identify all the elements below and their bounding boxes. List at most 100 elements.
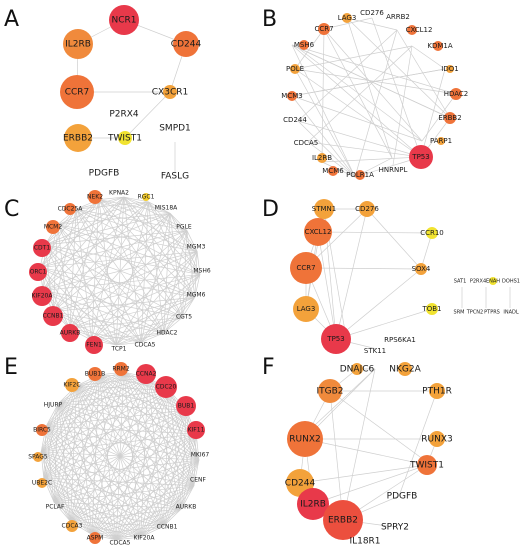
network-edge (53, 296, 195, 312)
svg-text:SRM: SRM (454, 310, 465, 316)
network-edge (163, 230, 188, 333)
network-edge (40, 230, 188, 268)
network-edge (116, 332, 164, 346)
network-edge (39, 267, 71, 329)
network-edge (40, 451, 117, 541)
network-edge (44, 208, 77, 245)
node-cdca3-e: CDCA3 (62, 520, 83, 532)
network-edge (52, 224, 58, 312)
node-p2rx4-d: P2RX4 (470, 279, 486, 285)
node-aurkb-e: AURKB (176, 504, 197, 511)
network-edge (91, 390, 170, 535)
network-edge (43, 477, 164, 527)
node-rgc1-c: RGC1 (138, 193, 155, 201)
network-edge (116, 317, 183, 346)
network-edge (69, 328, 142, 343)
network-edge (53, 501, 141, 538)
node-mcm6-b: MCM6 (322, 166, 344, 176)
network-edge (182, 297, 196, 318)
node-erbb2: ERBB2 (63, 124, 93, 152)
svg-text:MIS18A: MIS18A (155, 205, 178, 212)
svg-text:NKG2A: NKG2A (389, 365, 421, 375)
network-edge (52, 209, 77, 312)
svg-text:PCLAF: PCLAF (46, 504, 65, 511)
svg-text:UBE2C: UBE2C (32, 480, 52, 487)
network-edge (52, 201, 149, 312)
svg-text:INADL: INADL (503, 310, 518, 316)
node-pth1r-f: PTH1R (422, 383, 452, 399)
svg-text:STMN1: STMN1 (312, 205, 336, 213)
network-edge (57, 196, 124, 225)
svg-text:HNRNPL: HNRNPL (379, 166, 408, 174)
svg-text:STK11: STK11 (364, 347, 386, 355)
svg-text:CD244: CD244 (283, 116, 307, 124)
network-edge (42, 290, 183, 318)
network-edge (162, 409, 187, 527)
panel-label-b: B (262, 7, 277, 32)
network-edge (91, 485, 195, 535)
network-edge (169, 390, 182, 509)
network-edge (162, 433, 197, 527)
network-edge (44, 244, 92, 341)
node-aurkb-c: AURKB (60, 324, 81, 342)
node-cgt5-c: CGT5 (176, 314, 192, 321)
node-mgm3-c: MGM3 (187, 244, 206, 251)
network-edge (53, 390, 170, 503)
network-edge (42, 224, 58, 291)
network-edge (116, 342, 142, 346)
network-edge (43, 385, 78, 479)
svg-text:KIF20A: KIF20A (134, 535, 156, 542)
node-erbb2-f: ERBB2 (323, 500, 363, 540)
svg-text:PARP1: PARP1 (430, 137, 452, 145)
node-birc5-e: BIRC5 (33, 424, 51, 436)
network-edge (57, 224, 71, 329)
node-lag3-d: LAG3 (293, 296, 319, 322)
network-edge (116, 508, 182, 541)
panel-b-edges (291, 17, 457, 178)
network-edge (99, 374, 197, 435)
network-edge (91, 508, 182, 535)
node-hnrnpl-b: HNRNPL (379, 166, 408, 174)
node-tpcn2-d: TPCN2 (466, 310, 483, 316)
network-edge (76, 377, 149, 387)
node-cdca5-e: CDCA5 (110, 540, 131, 547)
network-edge (91, 332, 164, 341)
svg-text:RPS6KA1: RPS6KA1 (384, 336, 416, 344)
network-edge (41, 451, 194, 487)
network-edge (123, 196, 201, 275)
network-edge (115, 485, 195, 541)
network-edge (115, 459, 200, 541)
node-cenf-e: CENF (190, 477, 206, 484)
network-edge (43, 459, 199, 479)
svg-text:ERBB2: ERBB2 (438, 114, 461, 122)
network-edge (70, 508, 182, 522)
node-hdac2-c: HDAC2 (156, 330, 177, 337)
svg-text:PTPRS: PTPRS (484, 310, 500, 316)
svg-text:HDAC2: HDAC2 (444, 90, 469, 98)
panel-b: B (262, 7, 468, 180)
svg-text:CCNB1: CCNB1 (157, 524, 178, 531)
network-edge (98, 196, 124, 200)
network-edge (70, 521, 117, 541)
svg-text:CCR10: CCR10 (420, 229, 444, 237)
svg-text:PDGFB: PDGFB (387, 492, 418, 502)
network-edge (40, 451, 141, 538)
svg-text:IL2RB: IL2RB (65, 40, 91, 50)
network-edge (42, 201, 149, 291)
network-edge (40, 451, 164, 527)
svg-text:NEK2: NEK2 (87, 194, 103, 201)
network-edge (123, 196, 188, 231)
node-enah-d: ENAH (486, 277, 500, 285)
network-edge (46, 425, 199, 461)
node-pdgfb-f: PDGFB (387, 492, 418, 502)
network-edge (45, 426, 93, 535)
svg-text:KPNA2: KPNA2 (109, 190, 129, 197)
network-edge (140, 508, 182, 538)
network-edge (39, 212, 171, 268)
node-twist1-f: TWIST1 (409, 455, 444, 475)
node-cxcl12-b: CXCL12 (406, 25, 432, 35)
node-il18r1-f: IL18R1 (349, 537, 380, 547)
svg-text:AURKB: AURKB (60, 330, 81, 337)
network-edge (148, 201, 201, 275)
network-edge (45, 426, 55, 503)
